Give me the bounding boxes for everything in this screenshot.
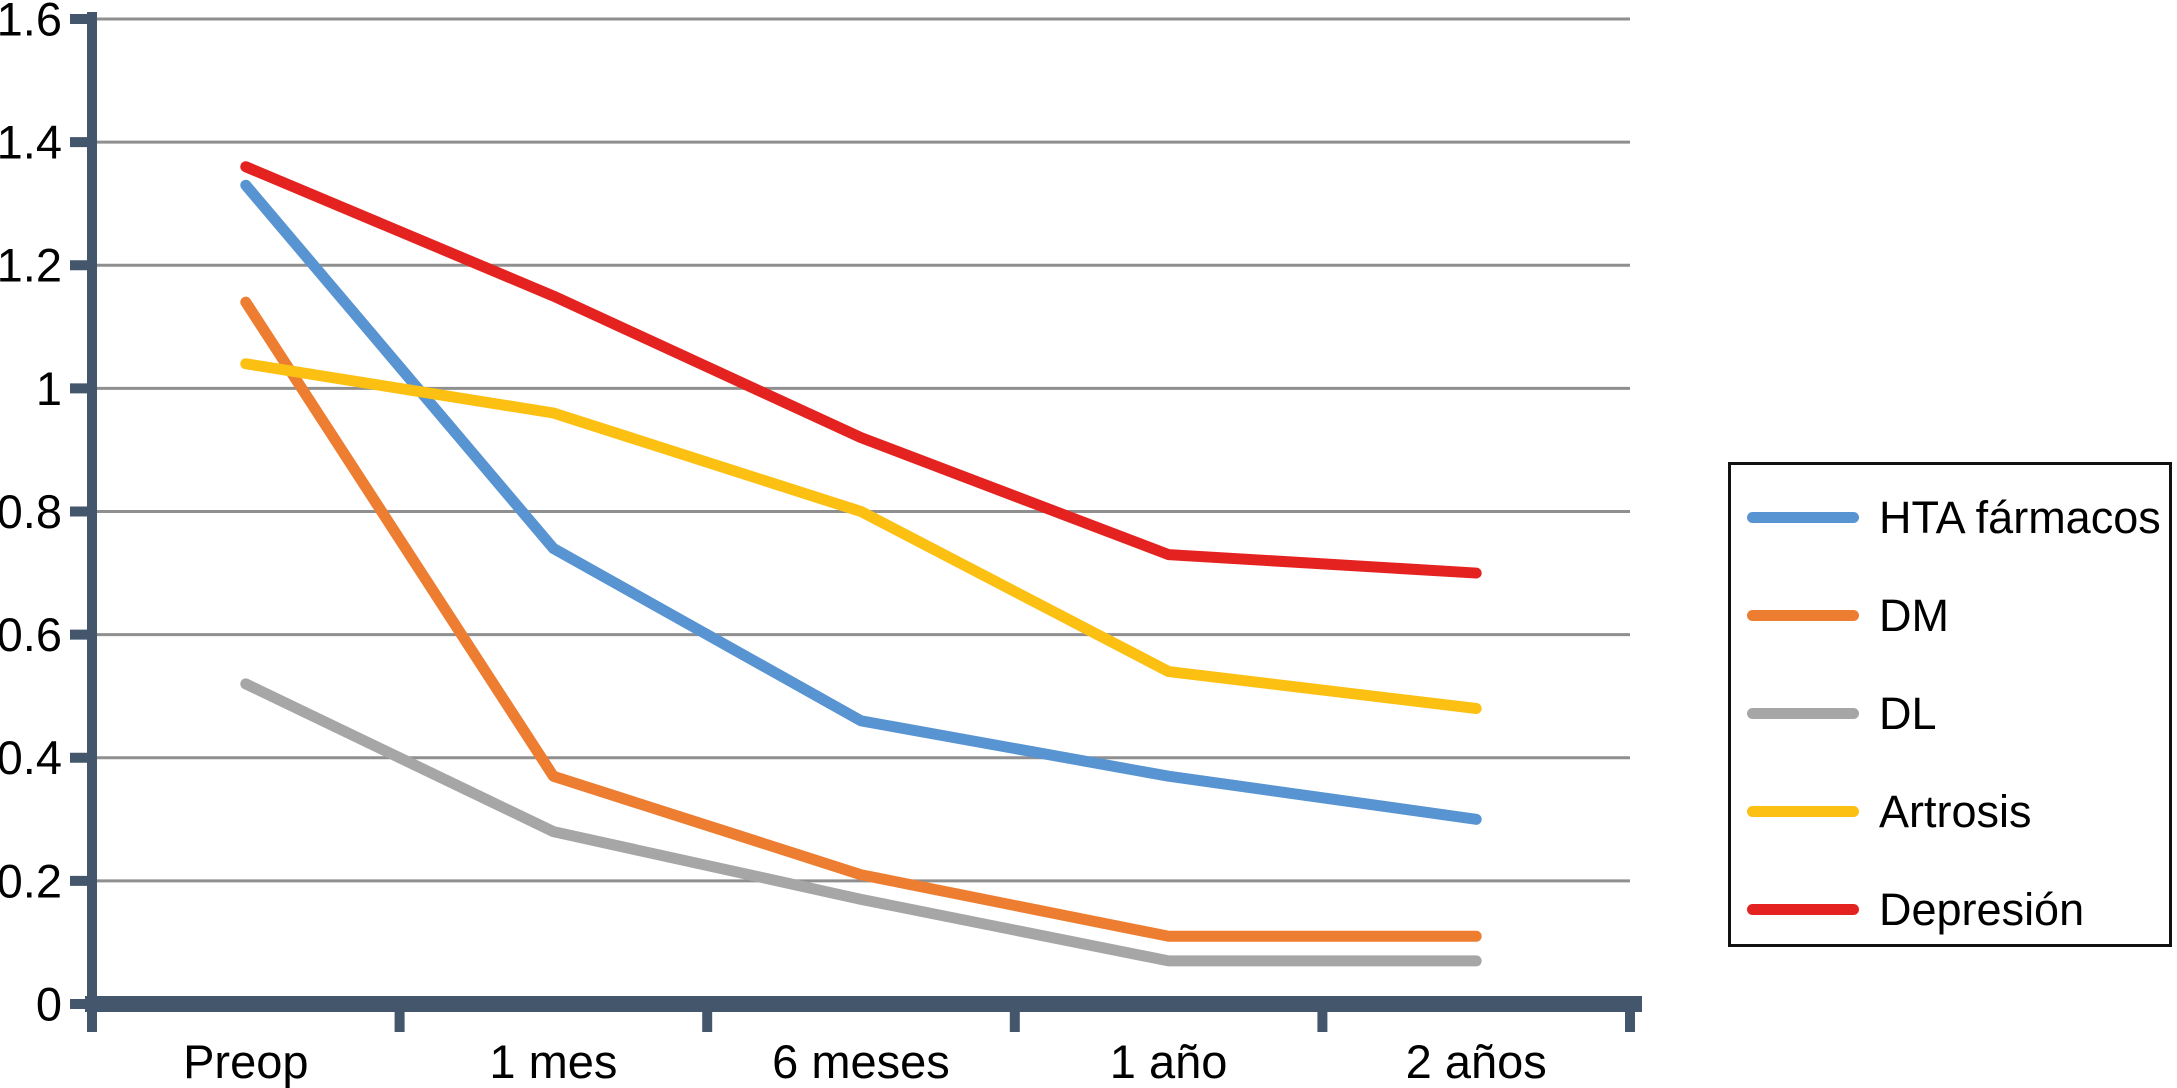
y-axis-tick-label: 1 <box>36 362 62 415</box>
legend-line-swatch-depresion <box>1747 903 1859 915</box>
y-axis-tick-label: 0.6 <box>0 608 62 661</box>
legend-item-depresion: Depresión <box>1747 881 2084 937</box>
x-tick <box>702 996 713 1032</box>
y-tick <box>70 260 92 271</box>
legend-label-dm: DM <box>1879 589 1949 641</box>
x-axis-category-label: 1 año <box>1110 1035 1228 1088</box>
x-tick <box>394 996 405 1032</box>
legend-item-hta-farmacos: HTA fármacos <box>1747 489 2161 545</box>
x-axis-category-label: 1 mes <box>489 1035 617 1088</box>
y-axis-tick-label: 0.4 <box>0 731 62 784</box>
x-axis-category-label: Preop <box>183 1035 308 1088</box>
series-line-dl <box>240 678 1482 967</box>
y-tick <box>70 383 92 394</box>
legend-line-swatch-dl <box>1747 707 1859 719</box>
series-line-artrosis <box>240 358 1482 714</box>
y-tick <box>70 752 92 763</box>
legend-item-artrosis: Artrosis <box>1747 783 2032 839</box>
y-tick <box>70 14 92 24</box>
series-line-depresion <box>240 161 1482 579</box>
x-tick <box>1009 996 1020 1032</box>
legend-label-dl: DL <box>1879 687 1937 739</box>
x-tick <box>1317 996 1328 1032</box>
legend-item-dl: DL <box>1747 685 1937 741</box>
legend-line-swatch-artrosis <box>1747 805 1859 817</box>
y-axis-tick-label: 1.6 <box>0 0 62 45</box>
y-axis-tick-label: 0.2 <box>0 854 62 907</box>
legend-label-depresion: Depresión <box>1879 883 2085 935</box>
series-line-hta-farmacos <box>240 179 1482 825</box>
legend-line-swatch-dm <box>1747 609 1859 621</box>
y-tick <box>70 137 92 148</box>
y-tick <box>70 875 92 886</box>
y-axis-tick-label: 0 <box>36 977 62 1030</box>
y-tick <box>70 506 92 517</box>
legend-line-swatch-hta-farmacos <box>1747 511 1859 523</box>
x-axis-category-label: 6 meses <box>772 1035 950 1088</box>
y-tick <box>70 629 92 640</box>
y-tick <box>70 999 92 1009</box>
x-tick <box>1625 996 1635 1032</box>
x-axis-category-label: 2 años <box>1406 1035 1547 1088</box>
legend-item-dm: DM <box>1747 587 1949 643</box>
series-line-dm <box>240 296 1482 942</box>
y-axis-tick-label: 1.4 <box>0 116 62 169</box>
x-axis-line <box>85 996 1642 1012</box>
x-tick <box>87 996 97 1032</box>
legend-box: HTA fármacos DM DL Artrosis Depresión <box>1728 462 2172 947</box>
y-axis-tick-label: 1.2 <box>0 239 62 292</box>
legend-label-hta-farmacos: HTA fármacos <box>1879 491 2161 543</box>
legend-label-artrosis: Artrosis <box>1879 785 2032 837</box>
y-axis-tick-label: 0.8 <box>0 485 62 538</box>
